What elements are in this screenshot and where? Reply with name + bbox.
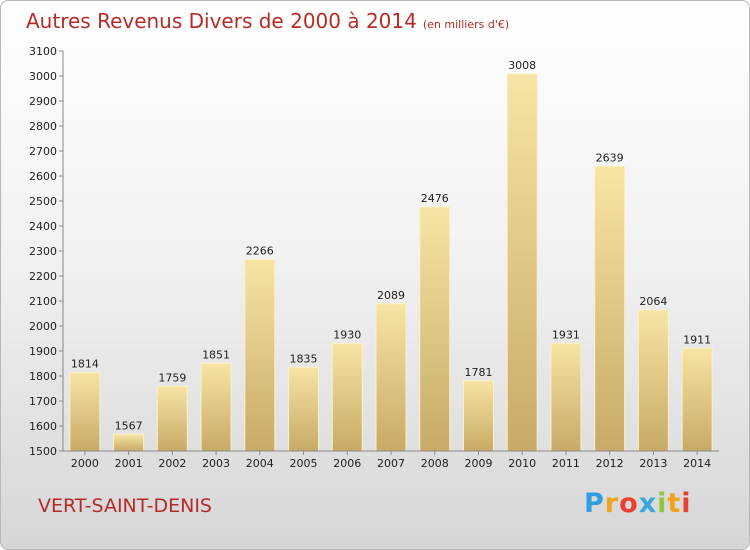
data-label: 1567 [115,419,143,432]
data-label: 3008 [508,59,536,72]
y-tick-label: 2600 [29,170,57,183]
x-tick-label: 2012 [596,457,624,470]
title-text: Autres Revenus Divers de 2000 à 2014 [26,9,417,33]
data-label: 2266 [246,245,274,258]
x-tick-label: 2004 [246,457,274,470]
data-label: 1835 [290,352,318,365]
y-tick-label: 2900 [29,95,57,108]
x-tick-label: 2003 [202,457,230,470]
bar [375,303,407,452]
data-label: 2476 [421,192,449,205]
y-tick-label: 2100 [29,295,57,308]
y-tick-label: 2500 [29,195,57,208]
y-tick-label: 1500 [29,445,57,458]
y-tick-label: 1700 [29,395,57,408]
data-label: 1931 [552,328,580,341]
bar [244,259,276,452]
bar [288,366,320,452]
chart-title: Autres Revenus Divers de 2000 à 2014 (en … [26,9,509,33]
bar [69,372,101,452]
bar [200,362,232,452]
x-axis: 2000 2001 2002 2003 2004 2005 2006 2007 2008 2009… [63,450,719,470]
data-label: 1759 [158,371,186,384]
y-tick-label: 2400 [29,220,57,233]
y-axis: 1500 1600 1700 1800 1900 2000 2100 2200 2300 2400… [29,45,64,458]
brand-letter: i [681,488,692,519]
bar [462,380,494,452]
y-tick-label: 1800 [29,370,57,383]
bar [550,342,582,452]
bar [419,206,451,452]
proxiti-logo: Proxiti [584,488,692,519]
bar [637,309,669,452]
x-tick-label: 2011 [552,457,580,470]
y-tick-label: 2200 [29,270,57,283]
brand-letter: i [657,488,668,519]
bar [594,165,626,452]
data-label: 1911 [683,333,711,346]
data-label: 2089 [377,289,405,302]
bar [506,73,538,452]
y-tick-label: 1900 [29,345,57,358]
x-tick-label: 2010 [508,457,536,470]
data-label: 1814 [71,358,99,371]
data-label: 2639 [596,151,624,164]
brand-letter: r [604,488,620,519]
title-unit: (en milliers d'€) [422,18,510,31]
x-tick-label: 2008 [421,457,449,470]
y-tick-label: 3100 [29,45,57,58]
x-tick-label: 2009 [464,457,492,470]
bar [681,347,713,452]
brand-letter: x [638,488,658,519]
bar [331,343,363,452]
x-tick-label: 2000 [71,457,99,470]
bar [113,433,145,452]
y-tick-label: 1600 [29,420,57,433]
y-tick-label: 2300 [29,245,57,258]
bar [156,385,188,452]
x-tick-label: 2013 [639,457,667,470]
data-label: 1930 [333,329,361,342]
x-tick-label: 2005 [290,457,318,470]
data-label: 1851 [202,348,230,361]
x-tick-label: 2002 [158,457,186,470]
x-tick-label: 2014 [683,457,711,470]
x-tick-label: 2007 [377,457,405,470]
y-tick-label: 3000 [29,70,57,83]
brand-letter: t [667,488,682,519]
y-tick-label: 2800 [29,120,57,133]
y-tick-label: 2000 [29,320,57,333]
x-tick-label: 2001 [115,457,143,470]
brand-letter: P [584,488,605,519]
brand-letter: o [619,488,639,519]
city-name: VERT-SAINT-DENIS [38,495,212,517]
data-label: 1781 [464,366,492,379]
x-tick-label: 2006 [333,457,361,470]
data-label: 2064 [639,295,667,308]
y-tick-label: 2700 [29,145,57,158]
bars: 1814 1567 1759 1851 2266 1835 1930 2089 2476 1781… [69,59,713,452]
